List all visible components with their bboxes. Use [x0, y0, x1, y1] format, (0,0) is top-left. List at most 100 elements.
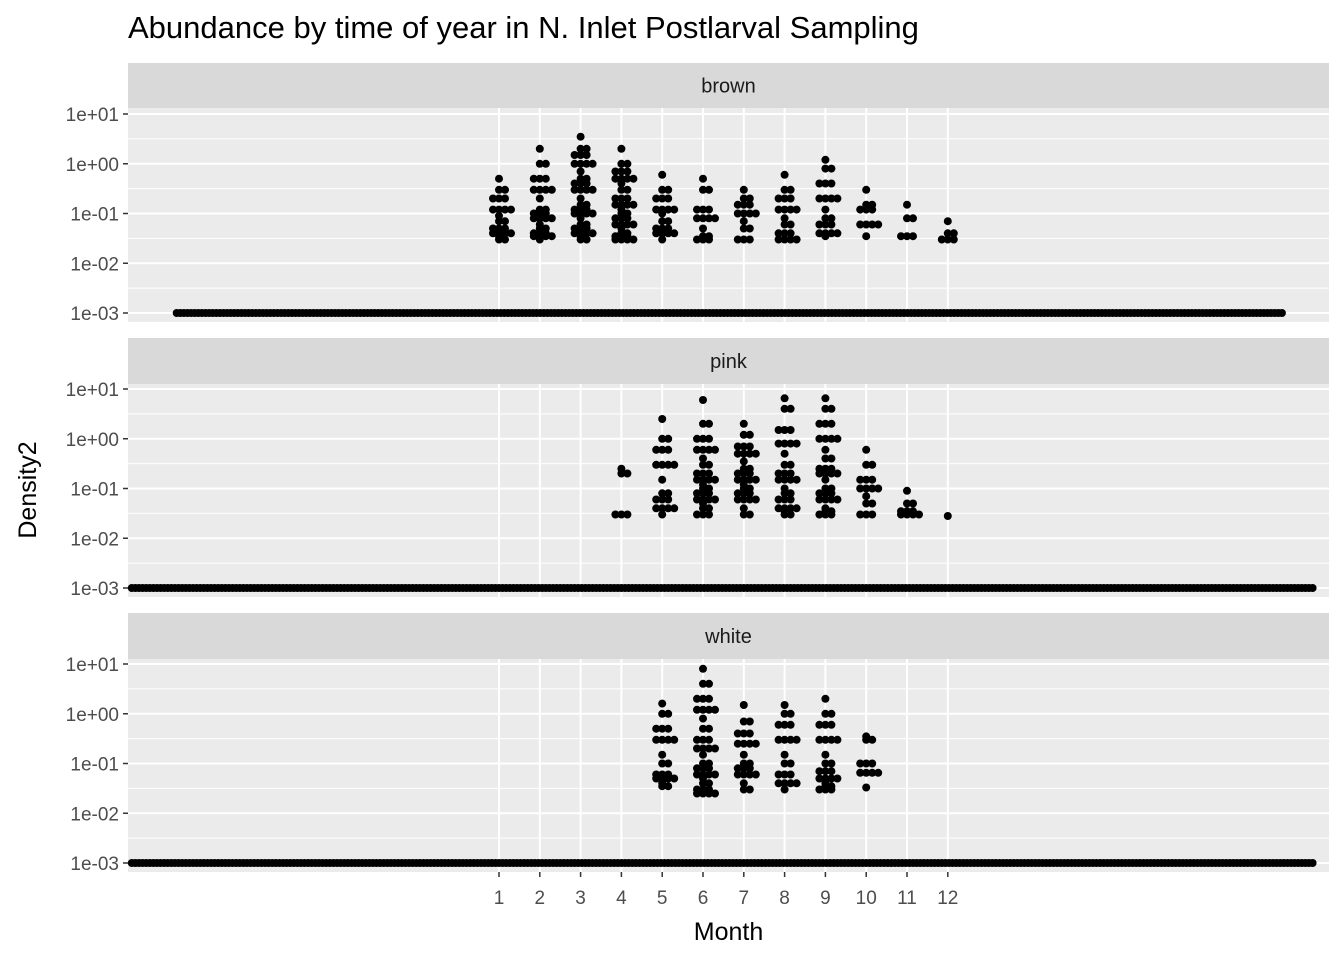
data-point [570, 209, 579, 218]
data-point [699, 396, 707, 404]
data-point [699, 705, 707, 714]
data-point [815, 179, 824, 188]
data-point [780, 720, 789, 729]
data-point [827, 404, 836, 413]
data-point [547, 232, 556, 241]
data-point [862, 220, 871, 229]
data-point [827, 489, 836, 498]
data-point [868, 460, 877, 469]
data-point [507, 229, 515, 238]
data-point [780, 460, 789, 469]
data-point [786, 404, 795, 413]
data-point [915, 510, 923, 519]
data-point [658, 510, 667, 519]
data-point [529, 232, 538, 241]
data-point [774, 439, 783, 448]
data-point [815, 434, 824, 443]
data-point [664, 735, 673, 744]
data-point [711, 495, 719, 504]
y-tick-label: 1e-03 [70, 304, 119, 325]
data-point [658, 434, 667, 443]
data-point [658, 489, 667, 498]
data-point [739, 701, 748, 709]
data-point [786, 770, 795, 779]
data-point [617, 235, 626, 244]
data-point [780, 475, 789, 484]
data-point [658, 415, 667, 423]
data-point [821, 214, 830, 223]
data-point [489, 205, 497, 214]
data-point [856, 759, 865, 768]
data-point [827, 419, 836, 428]
data-point [751, 475, 760, 484]
data-point [786, 185, 795, 194]
data-point [693, 235, 701, 244]
data-point [780, 185, 789, 194]
data-point [711, 705, 719, 714]
data-point [774, 194, 783, 203]
data-point [733, 739, 742, 748]
data-point [745, 209, 754, 218]
data-point [693, 214, 701, 223]
data-point [529, 214, 538, 223]
data-point [699, 174, 707, 183]
data-point [705, 705, 713, 714]
data-point [786, 759, 795, 768]
data-point [856, 475, 865, 484]
data-point [623, 235, 632, 244]
data-point [745, 729, 754, 738]
data-point [745, 764, 754, 773]
data-point [780, 449, 789, 458]
data-point [862, 735, 871, 744]
data-point [693, 694, 701, 703]
data-point [821, 785, 830, 794]
x-tick-label: 11 [897, 888, 917, 909]
y-axis-title: Density2 [14, 441, 42, 538]
data-point [570, 179, 579, 188]
data-point [821, 434, 830, 443]
data-point [909, 499, 917, 508]
data-point [792, 779, 801, 788]
data-point [745, 235, 754, 244]
data-point [786, 475, 795, 484]
data-point [949, 235, 958, 244]
data-point [699, 489, 707, 498]
data-point [745, 739, 754, 748]
data-point [705, 460, 713, 469]
data-point [623, 185, 632, 194]
data-point [611, 510, 620, 519]
data-point [868, 499, 877, 508]
x-tick-label: 7 [739, 888, 750, 909]
data-point [623, 159, 632, 168]
chart-title: Abundance by time of year in N. Inlet Po… [128, 10, 919, 45]
data-point [821, 232, 830, 241]
data-point [541, 214, 550, 223]
data-point [821, 220, 830, 229]
data-point [582, 209, 591, 218]
data-point [827, 214, 836, 223]
data-point [786, 779, 795, 788]
data-point [745, 510, 754, 519]
data-point [582, 229, 591, 238]
data-point [693, 445, 701, 454]
data-point [623, 194, 632, 203]
data-point [786, 735, 795, 744]
data-point [652, 229, 661, 238]
data-point [815, 469, 824, 478]
data-point [652, 724, 661, 733]
data-point [733, 469, 742, 478]
data-point [658, 475, 667, 484]
data-point [786, 229, 795, 238]
data-point [576, 132, 585, 141]
data-point [705, 770, 713, 779]
facet-strip-label: white [704, 626, 752, 648]
data-point [792, 504, 801, 513]
data-point [903, 486, 911, 495]
data-point [705, 735, 713, 744]
data-point [739, 510, 748, 519]
data-point [833, 229, 842, 238]
data-point [862, 499, 871, 508]
data-point [535, 174, 544, 183]
data-point [582, 179, 591, 188]
